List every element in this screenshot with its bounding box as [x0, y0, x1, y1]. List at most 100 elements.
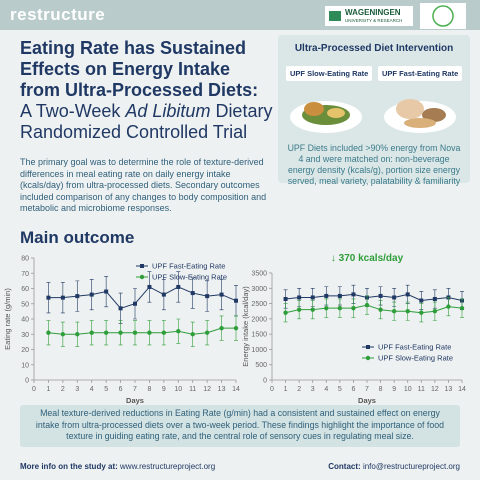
- legend-label: UPF Fast-Eating Rate: [378, 343, 451, 352]
- marker: [75, 332, 80, 337]
- footer-info: More info on the study at: www.restructu…: [20, 462, 215, 471]
- marker: [364, 302, 370, 308]
- marker: [118, 306, 123, 311]
- marker: [133, 301, 137, 306]
- marker: [405, 309, 410, 314]
- marker: [337, 305, 343, 311]
- y-tick-label: 0: [25, 378, 29, 385]
- x-tick-label: 4: [90, 386, 94, 393]
- x-tick-label: 5: [104, 386, 108, 393]
- conclusion: Meal texture-derived reductions in Eatin…: [20, 405, 460, 447]
- marker: [161, 330, 167, 335]
- legend-label: UPF Slow-Eating Rate: [152, 273, 227, 282]
- x-tick-label: 11: [189, 386, 196, 393]
- y-tick-label: 3500: [251, 271, 267, 278]
- marker: [205, 294, 210, 299]
- x-tick-label: 4: [324, 386, 328, 393]
- x-axis-label: Days: [358, 396, 376, 405]
- marker: [46, 295, 51, 300]
- marker: [132, 330, 138, 335]
- y-tick-label: 20: [21, 347, 29, 354]
- y-tick-label: 2500: [251, 301, 267, 308]
- legend-marker: [366, 345, 370, 349]
- x-tick-label: 13: [445, 386, 453, 393]
- y-tick-label: 1500: [251, 332, 267, 339]
- y-tick-label: 60: [21, 286, 29, 293]
- x-tick-label: 14: [458, 386, 466, 393]
- marker: [219, 292, 224, 297]
- contact-email: info@restructureproject.org: [362, 462, 460, 471]
- x-tick-label: 0: [270, 386, 274, 393]
- marker: [89, 330, 94, 335]
- x-tick-label: 9: [162, 386, 166, 393]
- x-tick-label: 9: [392, 386, 396, 393]
- marker: [378, 293, 383, 298]
- marker: [60, 295, 65, 300]
- marker: [324, 305, 329, 311]
- marker: [190, 332, 195, 337]
- x-tick-label: 5: [338, 386, 342, 393]
- y-axis-label: Energy intake (kcal/day): [241, 286, 250, 367]
- marker: [419, 298, 424, 303]
- marker: [104, 289, 109, 294]
- marker: [310, 307, 315, 312]
- logo-icon: [329, 11, 341, 21]
- x-tick-label: 1: [284, 386, 288, 393]
- marker: [233, 325, 239, 331]
- marker: [176, 329, 181, 334]
- series-line: [285, 304, 463, 314]
- x-tick-label: 6: [119, 386, 123, 393]
- y-tick-label: 1000: [251, 347, 267, 354]
- intro: The primary goal was to determine the ro…: [20, 157, 267, 214]
- partner-sub: UNIVERSITY & RESEARCH: [345, 18, 403, 23]
- title-bold: Eating Rate has Sustained Effects on Ene…: [20, 38, 259, 100]
- y-axis-label: Eating rate (g/min): [3, 288, 12, 350]
- x-axis-label: Days: [126, 396, 144, 405]
- x-tick-label: 11: [418, 386, 425, 393]
- marker: [46, 330, 51, 335]
- marker: [296, 307, 302, 312]
- y-tick-label: 50: [21, 301, 29, 308]
- title-part: Dietary Randomized Controlled Trial: [20, 101, 273, 142]
- contact-label: Contact:: [328, 462, 361, 471]
- title-italic: Ad Libitum: [125, 101, 211, 121]
- marker: [190, 291, 195, 296]
- title-part: A Two-Week: [20, 101, 126, 121]
- marker: [378, 307, 383, 312]
- arm-label: UPF Fast-Eating Rate: [378, 66, 463, 81]
- food-images: [290, 99, 456, 133]
- x-tick-label: 8: [147, 386, 151, 393]
- marker: [392, 295, 397, 300]
- marker: [118, 330, 123, 335]
- legend-marker: [365, 355, 371, 361]
- marker: [204, 330, 210, 335]
- marker: [176, 284, 181, 289]
- intervention-heading: Ultra-Processed Diet Intervention: [294, 43, 454, 54]
- marker: [324, 293, 329, 298]
- section-heading: Main outcome: [20, 228, 135, 247]
- info-label: More info on the study at:: [20, 462, 118, 471]
- marker: [75, 294, 80, 299]
- council-logo: [420, 3, 466, 29]
- y-tick-label: 40: [21, 317, 29, 324]
- partner-logo: WAGENINGEN UNIVERSITY & RESEARCH: [325, 6, 413, 26]
- marker: [103, 330, 109, 335]
- y-tick-label: 30: [21, 332, 29, 339]
- marker: [351, 292, 356, 297]
- x-tick-label: 3: [75, 386, 79, 393]
- series-line: [48, 327, 236, 335]
- marker: [161, 292, 166, 297]
- marker: [310, 295, 315, 300]
- x-tick-label: 3: [311, 386, 315, 393]
- series-line: [285, 293, 463, 302]
- intervention-description: UPF Diets included >90% energy from Nova…: [287, 143, 461, 186]
- x-tick-label: 14: [232, 386, 240, 393]
- arm-label: UPF Slow-Eating Rate: [286, 66, 373, 81]
- intervention-box: Ultra-Processed Diet Intervention UPF Sl…: [278, 35, 470, 186]
- series-line: [48, 286, 237, 309]
- marker: [234, 298, 238, 303]
- x-tick-label: 0: [32, 386, 36, 393]
- x-tick-label: 6: [351, 386, 355, 393]
- y-tick-label: 10: [21, 362, 29, 369]
